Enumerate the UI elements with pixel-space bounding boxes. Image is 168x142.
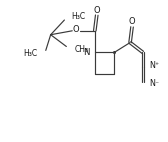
Text: N⁺: N⁺ <box>150 61 160 70</box>
Text: CH₃: CH₃ <box>74 45 88 54</box>
Text: O: O <box>129 17 135 26</box>
Text: H₃C: H₃C <box>71 12 85 21</box>
Text: N: N <box>83 48 90 57</box>
Text: N⁻: N⁻ <box>150 79 160 88</box>
Text: O: O <box>93 6 100 15</box>
Text: O: O <box>73 25 79 34</box>
Text: H₃C: H₃C <box>23 49 37 58</box>
